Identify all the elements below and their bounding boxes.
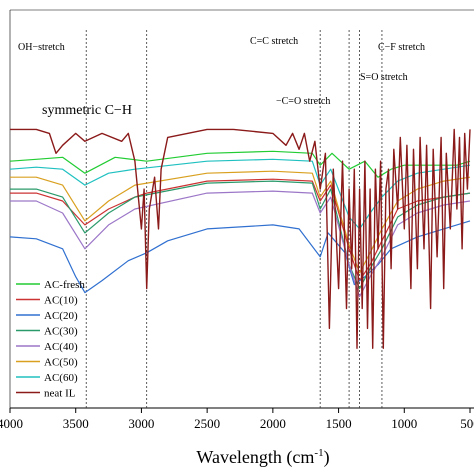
legend: AC-fresh AC(10) AC(20) AC(30) AC(40) AC(50) AC… [16, 279, 85, 400]
x-axis-label-close: ) [324, 447, 330, 468]
annotation-oh-stretch: OH−stretch [18, 42, 65, 53]
series-line-neat-il [10, 128, 471, 349]
annotations: OH−stretch C=C stretch −C=O stretch C−F … [18, 36, 425, 118]
x-tick-label: 2500 [194, 416, 220, 431]
legend-label: AC(20) [44, 310, 78, 322]
annotation-cf-stretch: C−F stretch [378, 42, 425, 53]
series-line-ac-10- [10, 178, 471, 282]
x-tick-label: 3500 [63, 416, 89, 431]
x-tick-label: 1500 [326, 416, 352, 431]
x-tick-label: 3000 [128, 416, 154, 431]
x-tick-label: 1000 [391, 416, 417, 431]
annotation-co-stretch: −C=O stretch [276, 96, 330, 107]
series-line-ac-50- [10, 170, 471, 274]
legend-label: AC(40) [44, 341, 78, 353]
annotation-so-stretch: S=O stretch [360, 72, 408, 83]
series-line-ac-40- [10, 190, 471, 298]
legend-label: AC-fresh [44, 279, 85, 291]
x-tick-label: 4000 [0, 416, 23, 431]
annotation-cc-stretch: C=C stretch [250, 36, 298, 47]
annotation-symmetric-ch: symmetric C−H [42, 103, 132, 118]
legend-label: AC(30) [44, 326, 78, 338]
x-axis-label: Wavelength (cm-1) [196, 447, 329, 468]
plot-area [9, 9, 474, 409]
legend-label: neat IL [44, 388, 76, 400]
series-line-ac-30- [10, 180, 471, 290]
series-line-ac-fresh [9, 150, 471, 178]
legend-label: AC(50) [44, 357, 78, 369]
x-axis-ticks: 4000 3500 3000 2500 2000 1500 1000 500 [0, 408, 474, 431]
x-tick-label: 2000 [260, 416, 286, 431]
x-tick-label: 500 [460, 416, 474, 431]
legend-label: AC(10) [44, 295, 78, 307]
spectra-lines [9, 128, 471, 349]
x-axis-label-superscript: -1 [314, 447, 323, 459]
legend-label: AC(60) [44, 372, 78, 384]
